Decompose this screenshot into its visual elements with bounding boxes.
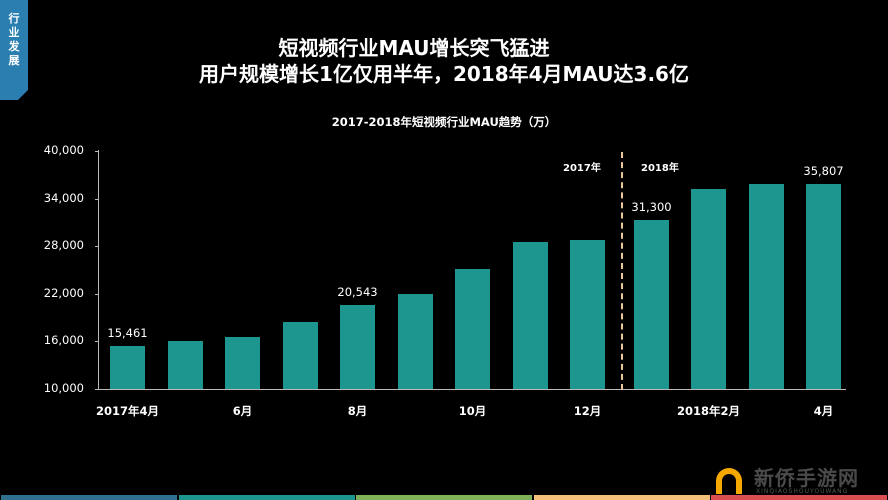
watermark: 新侨手游网 XINQIAOSHOUYOUWANG	[716, 462, 888, 500]
bar-value-label: 15,461	[107, 326, 148, 340]
bar-value-label: 20,543	[337, 285, 378, 299]
x-tick-label: 2018年2月	[676, 404, 740, 418]
y-tick	[95, 294, 99, 295]
x-tick-label: 12月	[573, 404, 602, 418]
strip-segment	[711, 495, 887, 500]
y-tick-label: 16,000	[43, 333, 84, 347]
x-axis	[98, 389, 846, 390]
x-tick-label: 8月	[347, 404, 368, 418]
bar	[398, 294, 433, 389]
y-tick	[95, 341, 99, 342]
strip-segment	[534, 495, 710, 500]
bar	[691, 189, 726, 389]
strip-segment	[356, 495, 532, 500]
year-label-2017: 2017年	[563, 163, 601, 174]
strip-segment	[179, 495, 355, 500]
bar	[749, 184, 784, 389]
section-tag-label: 行业发展	[8, 12, 20, 67]
bar	[283, 322, 318, 389]
y-tick	[95, 151, 99, 152]
x-tick-label: 10月	[458, 404, 487, 418]
y-tick-label: 22,000	[43, 286, 84, 300]
page-title-line2: 用户规模增长1亿仅用半年，2018年4月MAU达3.6亿	[199, 62, 689, 86]
y-tick	[95, 199, 99, 200]
y-tick-label: 34,000	[43, 191, 84, 205]
bar-value-label: 35,807	[803, 164, 844, 178]
bar	[455, 269, 490, 389]
bar	[806, 184, 841, 389]
bar	[634, 220, 669, 389]
year-divider	[621, 152, 623, 390]
y-tick	[95, 389, 99, 390]
page-title-line1: 短视频行业MAU增长突飞猛进	[278, 36, 550, 60]
bar-value-label: 31,300	[631, 200, 672, 214]
bar	[513, 242, 548, 389]
y-tick	[95, 246, 99, 247]
y-axis	[98, 150, 99, 390]
section-tag: 行业发展	[0, 0, 28, 100]
strip-segment	[1, 495, 177, 500]
x-tick-label: 4月	[813, 404, 834, 418]
chart-title: 2017-2018年短视频行业MAU趋势（万）	[331, 115, 557, 129]
year-label-2018: 2018年	[641, 163, 679, 174]
watermark-subtext: XINQIAOSHOUYOUWANG	[756, 488, 849, 495]
y-tick-label: 28,000	[43, 238, 84, 252]
bar	[225, 337, 260, 389]
x-tick-label: 6月	[232, 404, 253, 418]
y-tick-label: 10,000	[43, 381, 84, 395]
watermark-logo-icon	[716, 468, 742, 494]
bar	[168, 341, 203, 389]
bar	[110, 346, 145, 389]
y-tick-label: 40,000	[43, 143, 84, 157]
bar	[340, 305, 375, 389]
x-tick-label: 2017年4月	[95, 404, 159, 418]
bar	[570, 240, 605, 389]
watermark-text: 新侨手游网	[754, 466, 859, 490]
